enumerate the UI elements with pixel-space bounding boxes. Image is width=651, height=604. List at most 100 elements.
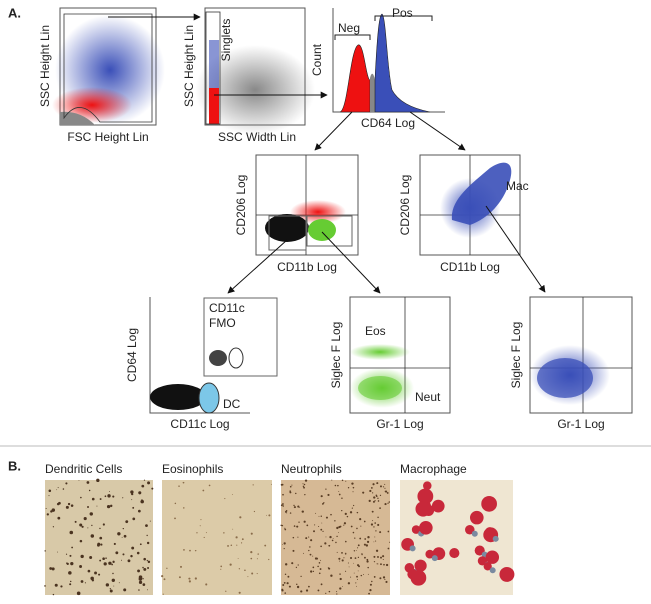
- texture-dot: [107, 494, 111, 498]
- texture-dot: [352, 531, 355, 534]
- histogram-pos: [374, 13, 431, 113]
- texture-dot: [343, 522, 347, 525]
- texture-dot: [281, 483, 284, 486]
- arrow: [485, 205, 546, 293]
- texture-dot: [268, 514, 271, 517]
- x-label: CD11b Log: [440, 260, 500, 274]
- texture-dot: [143, 567, 147, 571]
- texture-dot: [90, 534, 95, 538]
- texture-dot: [264, 544, 267, 547]
- texture-dot: [329, 535, 332, 539]
- texture-dot: [287, 575, 290, 578]
- texture-dot: [86, 481, 90, 484]
- texture-dot: [339, 577, 342, 581]
- texture-dot: [142, 566, 144, 569]
- population: [265, 214, 309, 242]
- texture-dot: [174, 517, 176, 520]
- texture-dot: [115, 551, 119, 555]
- texture-dot: [231, 493, 233, 495]
- texture-dot: [99, 559, 102, 562]
- texture-dot: [104, 495, 107, 498]
- texture-dot: [102, 523, 105, 526]
- texture-dot: [370, 487, 373, 489]
- texture-dot: [318, 562, 321, 564]
- texture-dot: [373, 576, 376, 578]
- texture-dot: [343, 557, 345, 559]
- texture-dot: [103, 562, 107, 566]
- texture-dot: [137, 569, 140, 573]
- texture-dot: [312, 566, 315, 569]
- plot: SSC Height Lin FSC Height Lin: [38, 7, 165, 144]
- texture-dot: [364, 556, 366, 559]
- texture-dot: [362, 491, 365, 494]
- texture-dot: [325, 516, 328, 519]
- texture-dot: [349, 556, 353, 560]
- texture-dot: [51, 567, 55, 571]
- texture-dot: [356, 549, 357, 551]
- population: [209, 350, 227, 366]
- texture-dot: [252, 484, 254, 486]
- texture-dot: [369, 583, 372, 586]
- micrograph: [162, 480, 272, 595]
- texture-dot: [369, 589, 372, 592]
- texture-dot: [320, 583, 323, 586]
- texture-dot: [66, 562, 68, 564]
- texture-dot: [80, 554, 84, 559]
- texture-dot: [361, 553, 363, 555]
- texture-dot: [314, 524, 316, 526]
- texture-dot: [338, 557, 341, 560]
- texture-dot: [69, 530, 74, 535]
- plot-frame: [255, 154, 359, 256]
- texture-dot: [385, 580, 388, 583]
- texture-dot: [282, 493, 284, 496]
- texture-dot: [425, 549, 435, 559]
- texture-dot: [356, 527, 358, 530]
- texture-dot: [146, 534, 148, 537]
- gate-label: Neg: [338, 21, 360, 35]
- texture-dot: [414, 559, 427, 572]
- gate-label: Neut: [415, 390, 441, 404]
- texture-dot: [380, 563, 382, 566]
- texture-dot: [109, 491, 110, 492]
- texture-dot: [289, 512, 292, 514]
- texture-dot: [415, 501, 431, 517]
- plot: Singlets SSC Height Lin SSC Width Lin: [182, 7, 315, 144]
- texture-dot: [284, 573, 287, 576]
- texture-dot: [237, 557, 239, 559]
- x-label: Gr-1 Log: [557, 417, 604, 431]
- texture-dot: [375, 530, 377, 532]
- texture-dot: [161, 575, 164, 578]
- texture-dot: [250, 551, 253, 554]
- texture-dot: [356, 585, 357, 587]
- texture-dot: [282, 503, 284, 505]
- texture-dot: [71, 546, 74, 549]
- micrograph: [45, 480, 153, 595]
- texture-dot: [371, 510, 374, 513]
- texture-dot: [353, 504, 355, 507]
- texture-dot: [305, 537, 308, 540]
- texture-dot: [241, 538, 244, 541]
- texture-dot: [338, 525, 341, 529]
- texture-dot: [356, 511, 359, 514]
- texture-dot: [337, 484, 339, 487]
- texture-dot: [141, 484, 145, 488]
- texture-dot: [142, 578, 144, 580]
- texture-dot: [377, 516, 379, 519]
- population: [195, 45, 315, 135]
- texture-dot: [292, 549, 295, 552]
- plot: CD11c FMO DC CD64 Log CD11c Log: [125, 297, 278, 431]
- gate: [63, 13, 153, 123]
- texture-dot: [471, 530, 478, 537]
- plot: Neg Pos Count CD64 Log: [310, 6, 445, 130]
- texture-dot: [341, 479, 344, 482]
- texture-dot: [299, 506, 301, 508]
- texture-dot: [266, 514, 268, 516]
- histogram-mid: [370, 73, 375, 112]
- texture-dot: [127, 559, 131, 563]
- micrograph: [281, 480, 390, 595]
- texture-dot: [417, 488, 434, 505]
- texture-dot: [131, 499, 133, 501]
- texture-dot: [178, 485, 180, 487]
- texture-dot: [364, 538, 367, 540]
- texture-dot: [366, 560, 369, 563]
